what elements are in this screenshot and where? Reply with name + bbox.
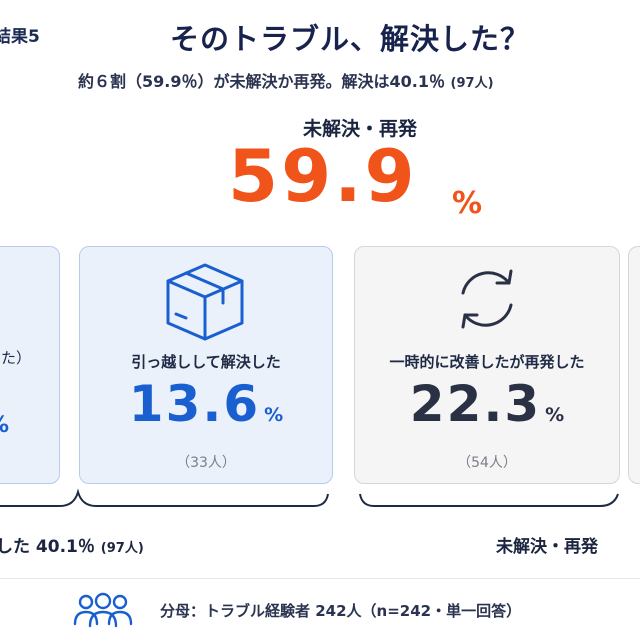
card-label: 引っ越しして解決した xyxy=(131,353,281,371)
brace-resolved xyxy=(0,488,329,507)
page-subtitle: 約６割（59.9％）が未解決か再発。解決は40.1％ (97人) xyxy=(78,68,494,92)
unresolved-summary: 未解決・再発 xyxy=(496,537,598,557)
card-number: 13.6 xyxy=(128,375,261,433)
group-brace xyxy=(0,488,619,507)
resolved-text: した 40.1％ xyxy=(0,537,95,557)
card-number: 22.3 xyxy=(409,375,542,433)
footer-note: 分母：トラブル経験者 242人（n=242・単一回答） xyxy=(160,602,522,620)
subtitle-main: 約６割（59.9％）が未解決か再発。解決は40.1％ xyxy=(78,72,445,91)
box-icon xyxy=(166,263,244,341)
resolved-summary: した 40.1％ (97人) xyxy=(0,532,144,557)
card-label: 一時的に改善したが再発した xyxy=(389,353,585,371)
card-unit: % xyxy=(264,404,284,426)
card-value: 13.6% xyxy=(80,375,332,433)
subtitle-count: (97人) xyxy=(450,76,494,91)
section-tag: 結果5 xyxy=(0,27,40,47)
card-partial-left: た） % xyxy=(0,246,60,484)
card-count: （54人） xyxy=(457,455,517,471)
card-count: （33人） xyxy=(176,455,236,471)
card-partial-right xyxy=(628,246,640,484)
people-icon xyxy=(73,592,133,628)
brace-unresolved xyxy=(359,493,619,507)
card-moved-resolved: 引っ越しして解決した 13.6% （33人） xyxy=(79,246,333,484)
card-temporarily-improved: 一時的に改善したが再発した 22.3% （54人） xyxy=(354,246,620,484)
page-title: そのトラブル、解決した？ xyxy=(169,22,530,56)
footer-divider xyxy=(0,578,640,579)
card-partial-value: % xyxy=(0,413,9,438)
card-value: 22.3% xyxy=(355,375,619,433)
resolved-count: (97人) xyxy=(100,541,144,556)
card-partial-label: た） xyxy=(1,349,32,367)
hero-unit: % xyxy=(452,186,483,221)
hero-value: 59.9 xyxy=(228,134,418,218)
hero-label: 未解決・再発 xyxy=(302,118,417,140)
cycle-icon xyxy=(461,269,513,329)
card-unit: % xyxy=(545,404,565,426)
